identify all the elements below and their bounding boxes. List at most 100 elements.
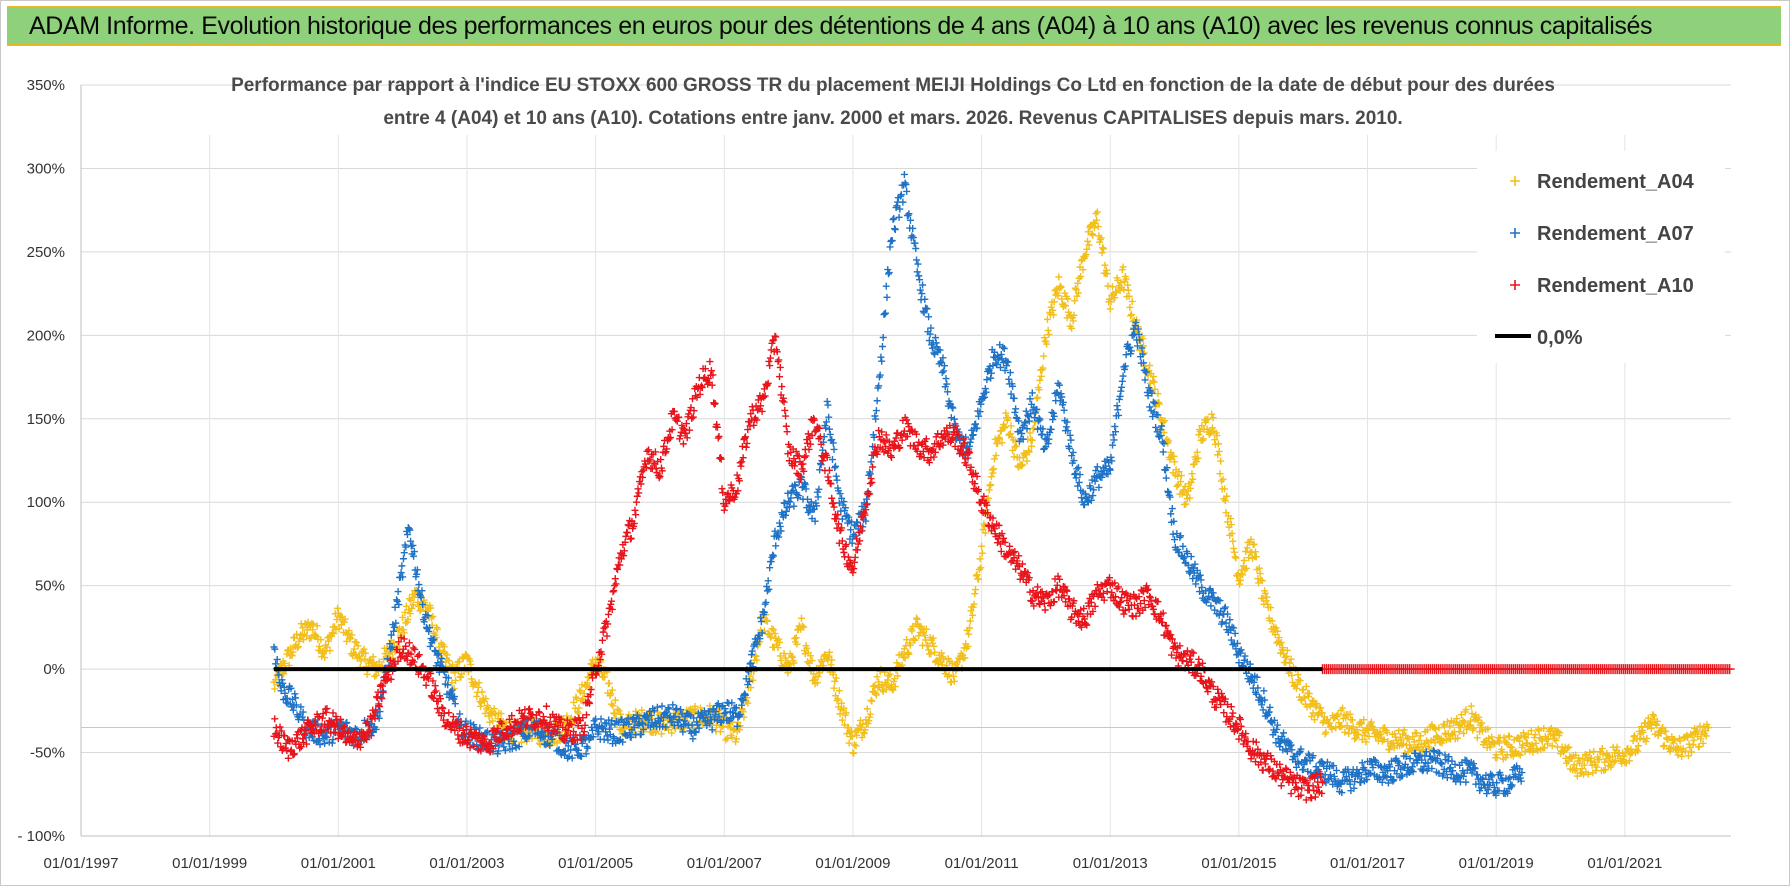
data-point xyxy=(429,613,436,620)
data-point xyxy=(1232,630,1239,637)
data-point xyxy=(456,710,463,717)
data-point xyxy=(1312,794,1319,801)
data-point xyxy=(783,423,790,430)
data-point xyxy=(1011,409,1018,416)
data-point xyxy=(1252,548,1259,555)
data-point xyxy=(1663,735,1670,742)
data-point xyxy=(624,529,631,536)
data-point xyxy=(1357,779,1364,786)
data-point xyxy=(1006,543,1013,550)
data-point xyxy=(1232,555,1239,562)
data-point xyxy=(889,237,896,244)
data-point xyxy=(715,435,722,442)
data-point xyxy=(879,343,886,350)
data-point xyxy=(1188,649,1195,656)
data-point xyxy=(1111,423,1118,430)
data-point xyxy=(831,446,838,453)
data-point xyxy=(1094,208,1101,215)
data-point xyxy=(374,694,381,701)
data-point xyxy=(1322,730,1329,737)
data-point xyxy=(1126,304,1133,311)
data-point xyxy=(1070,449,1077,456)
data-point xyxy=(1114,402,1121,409)
data-point xyxy=(1483,790,1490,797)
data-point xyxy=(271,715,278,722)
data-point xyxy=(407,610,414,617)
data-point xyxy=(323,705,330,712)
data-point xyxy=(1188,470,1195,477)
data-point xyxy=(1120,611,1127,618)
data-point xyxy=(285,755,292,762)
data-point xyxy=(882,310,889,317)
data-point xyxy=(991,455,998,462)
data-point xyxy=(1282,654,1289,661)
data-point xyxy=(1231,549,1238,556)
chart-title-line-2: entre 4 (A04) et 10 ans (A10). Cotations… xyxy=(383,108,1402,129)
data-point xyxy=(982,385,989,392)
data-point xyxy=(1551,735,1558,742)
x-tick-label: 01/01/2001 xyxy=(301,855,376,872)
data-point xyxy=(704,381,711,388)
x-tick-label: 01/01/2013 xyxy=(1073,855,1148,872)
data-point xyxy=(600,625,607,632)
data-point xyxy=(1169,505,1176,512)
data-point xyxy=(1123,351,1130,358)
data-point xyxy=(801,454,808,461)
data-point xyxy=(830,499,837,506)
data-point xyxy=(1146,403,1153,410)
data-point xyxy=(1214,451,1221,458)
data-point xyxy=(1151,379,1158,386)
data-point xyxy=(978,543,985,550)
data-point xyxy=(1236,581,1243,588)
data-point xyxy=(770,626,777,633)
data-point xyxy=(915,272,922,279)
data-point xyxy=(394,598,401,605)
data-point xyxy=(914,616,921,623)
x-tick-label: 01/01/2019 xyxy=(1459,855,1534,872)
data-point xyxy=(885,270,892,277)
data-point xyxy=(1341,729,1348,736)
data-point xyxy=(868,697,875,704)
data-point xyxy=(1023,458,1030,465)
x-tick-label: 01/01/2009 xyxy=(815,855,890,872)
y-tick-label: 100% xyxy=(27,494,65,511)
data-point xyxy=(778,383,785,390)
data-point xyxy=(1055,273,1062,280)
data-point xyxy=(1146,362,1153,369)
data-point xyxy=(939,369,946,376)
data-point xyxy=(833,473,840,480)
data-point xyxy=(1033,395,1040,402)
data-point xyxy=(1040,353,1047,360)
data-point xyxy=(798,615,805,622)
data-point xyxy=(887,243,894,250)
data-point xyxy=(899,199,906,206)
data-point xyxy=(828,495,835,502)
data-point xyxy=(824,402,831,409)
data-point xyxy=(1108,589,1115,596)
data-point xyxy=(1222,604,1229,611)
data-point xyxy=(1474,734,1481,741)
data-point xyxy=(598,715,605,722)
data-point xyxy=(793,634,800,641)
data-point xyxy=(1444,774,1451,781)
data-point xyxy=(1125,287,1132,294)
data-point xyxy=(584,745,591,752)
data-point xyxy=(805,430,812,437)
data-point xyxy=(400,555,407,562)
data-point xyxy=(753,653,760,660)
data-point xyxy=(987,481,994,488)
data-point xyxy=(606,680,613,687)
data-point xyxy=(1119,378,1126,385)
data-point xyxy=(743,444,750,451)
x-tick-label: 01/01/1999 xyxy=(172,855,247,872)
data-point xyxy=(608,701,615,708)
data-point xyxy=(1030,425,1037,432)
data-point xyxy=(1038,373,1045,380)
data-point xyxy=(831,678,838,685)
data-point xyxy=(439,705,446,712)
data-point xyxy=(1286,660,1293,667)
data-point xyxy=(824,473,831,480)
data-point xyxy=(929,345,936,352)
data-point xyxy=(613,580,620,587)
data-point xyxy=(635,489,642,496)
